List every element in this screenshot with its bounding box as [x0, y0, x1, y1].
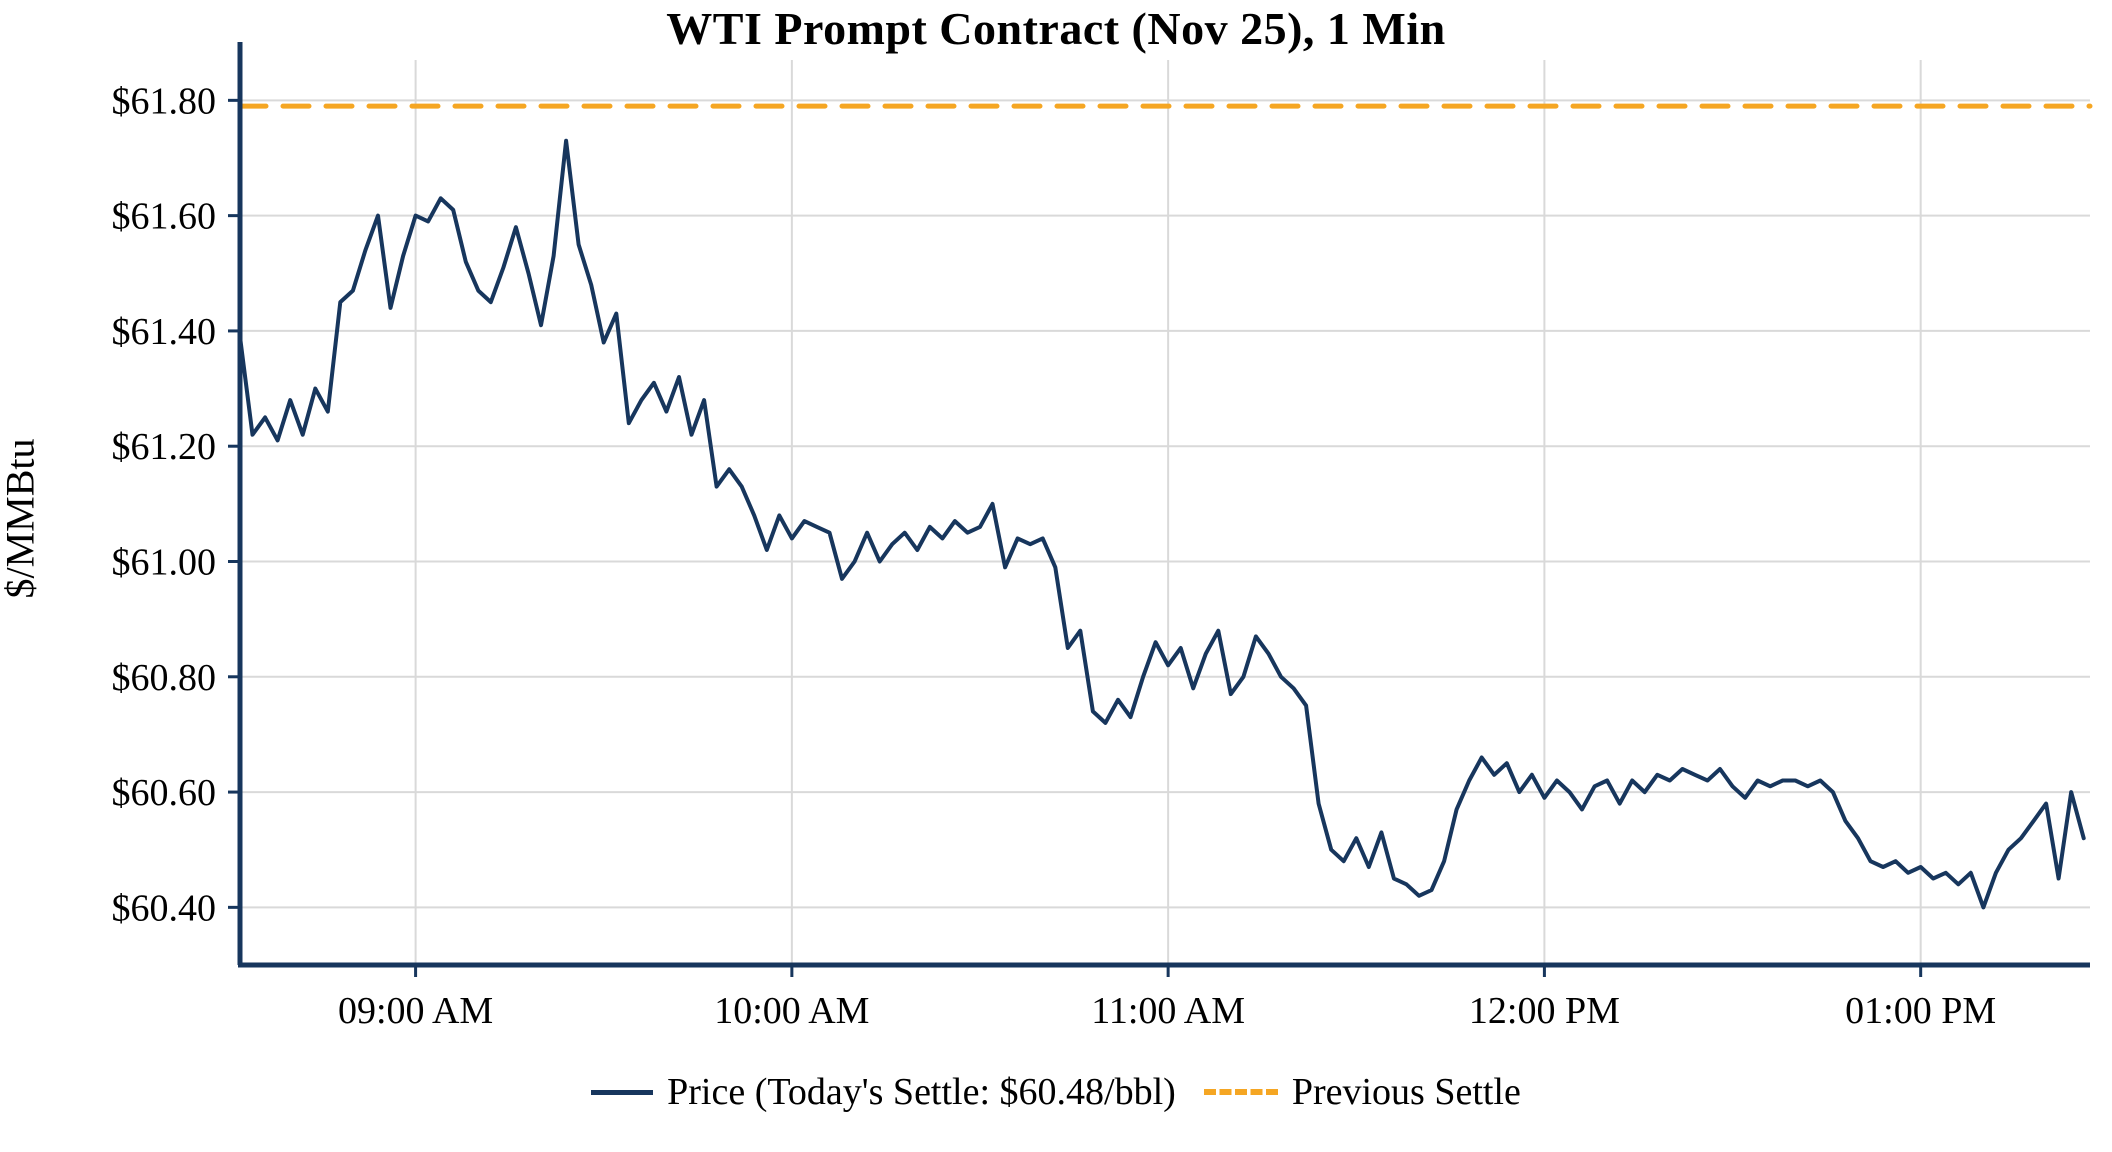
y-tick-label: $60.60: [112, 772, 217, 814]
legend-item-price: Price (Today's Settle: $60.48/bbl): [591, 1070, 1176, 1114]
price-line: [238, 138, 2086, 910]
x-tick-label: 09:00 AM: [338, 990, 493, 1030]
legend-previous-settle-label: Previous Settle: [1291, 1071, 1521, 1113]
chart-legend: Price (Today's Settle: $60.48/bbl) Previ…: [0, 1070, 2112, 1114]
price-chart: $60.40 $60.60 $60.80 $61.00 $61.20 $61.40 $61.…: [112, 42, 2093, 1030]
y-tick-label: $61.60: [112, 196, 217, 238]
previous-settle-swatch-icon: [1203, 1089, 1278, 1095]
y-tick-label: $61.80: [112, 80, 217, 122]
y-tick-label: $60.80: [112, 657, 217, 699]
x-tick-label: 11:00 AM: [1091, 990, 1245, 1030]
legend-price-label: Price (Today's Settle: $60.48/bbl): [667, 1071, 1176, 1113]
legend-item-previous-settle: Previous Settle: [1203, 1070, 1521, 1114]
y-tick-label: $60.40: [112, 887, 217, 929]
y-tick-label: $61.20: [112, 426, 217, 468]
chart-title: WTI Prompt Contract (Nov 25), 1 Min: [666, 3, 1446, 54]
y-tick-label: $61.00: [112, 541, 217, 583]
price-line-swatch-icon: [591, 1089, 654, 1095]
x-tick-label: 12:00 PM: [1469, 990, 1620, 1030]
y-tick-label: $61.40: [112, 311, 217, 353]
x-tick-label: 10:00 AM: [714, 990, 869, 1030]
x-tick-label: 01:00 PM: [1845, 990, 1996, 1030]
